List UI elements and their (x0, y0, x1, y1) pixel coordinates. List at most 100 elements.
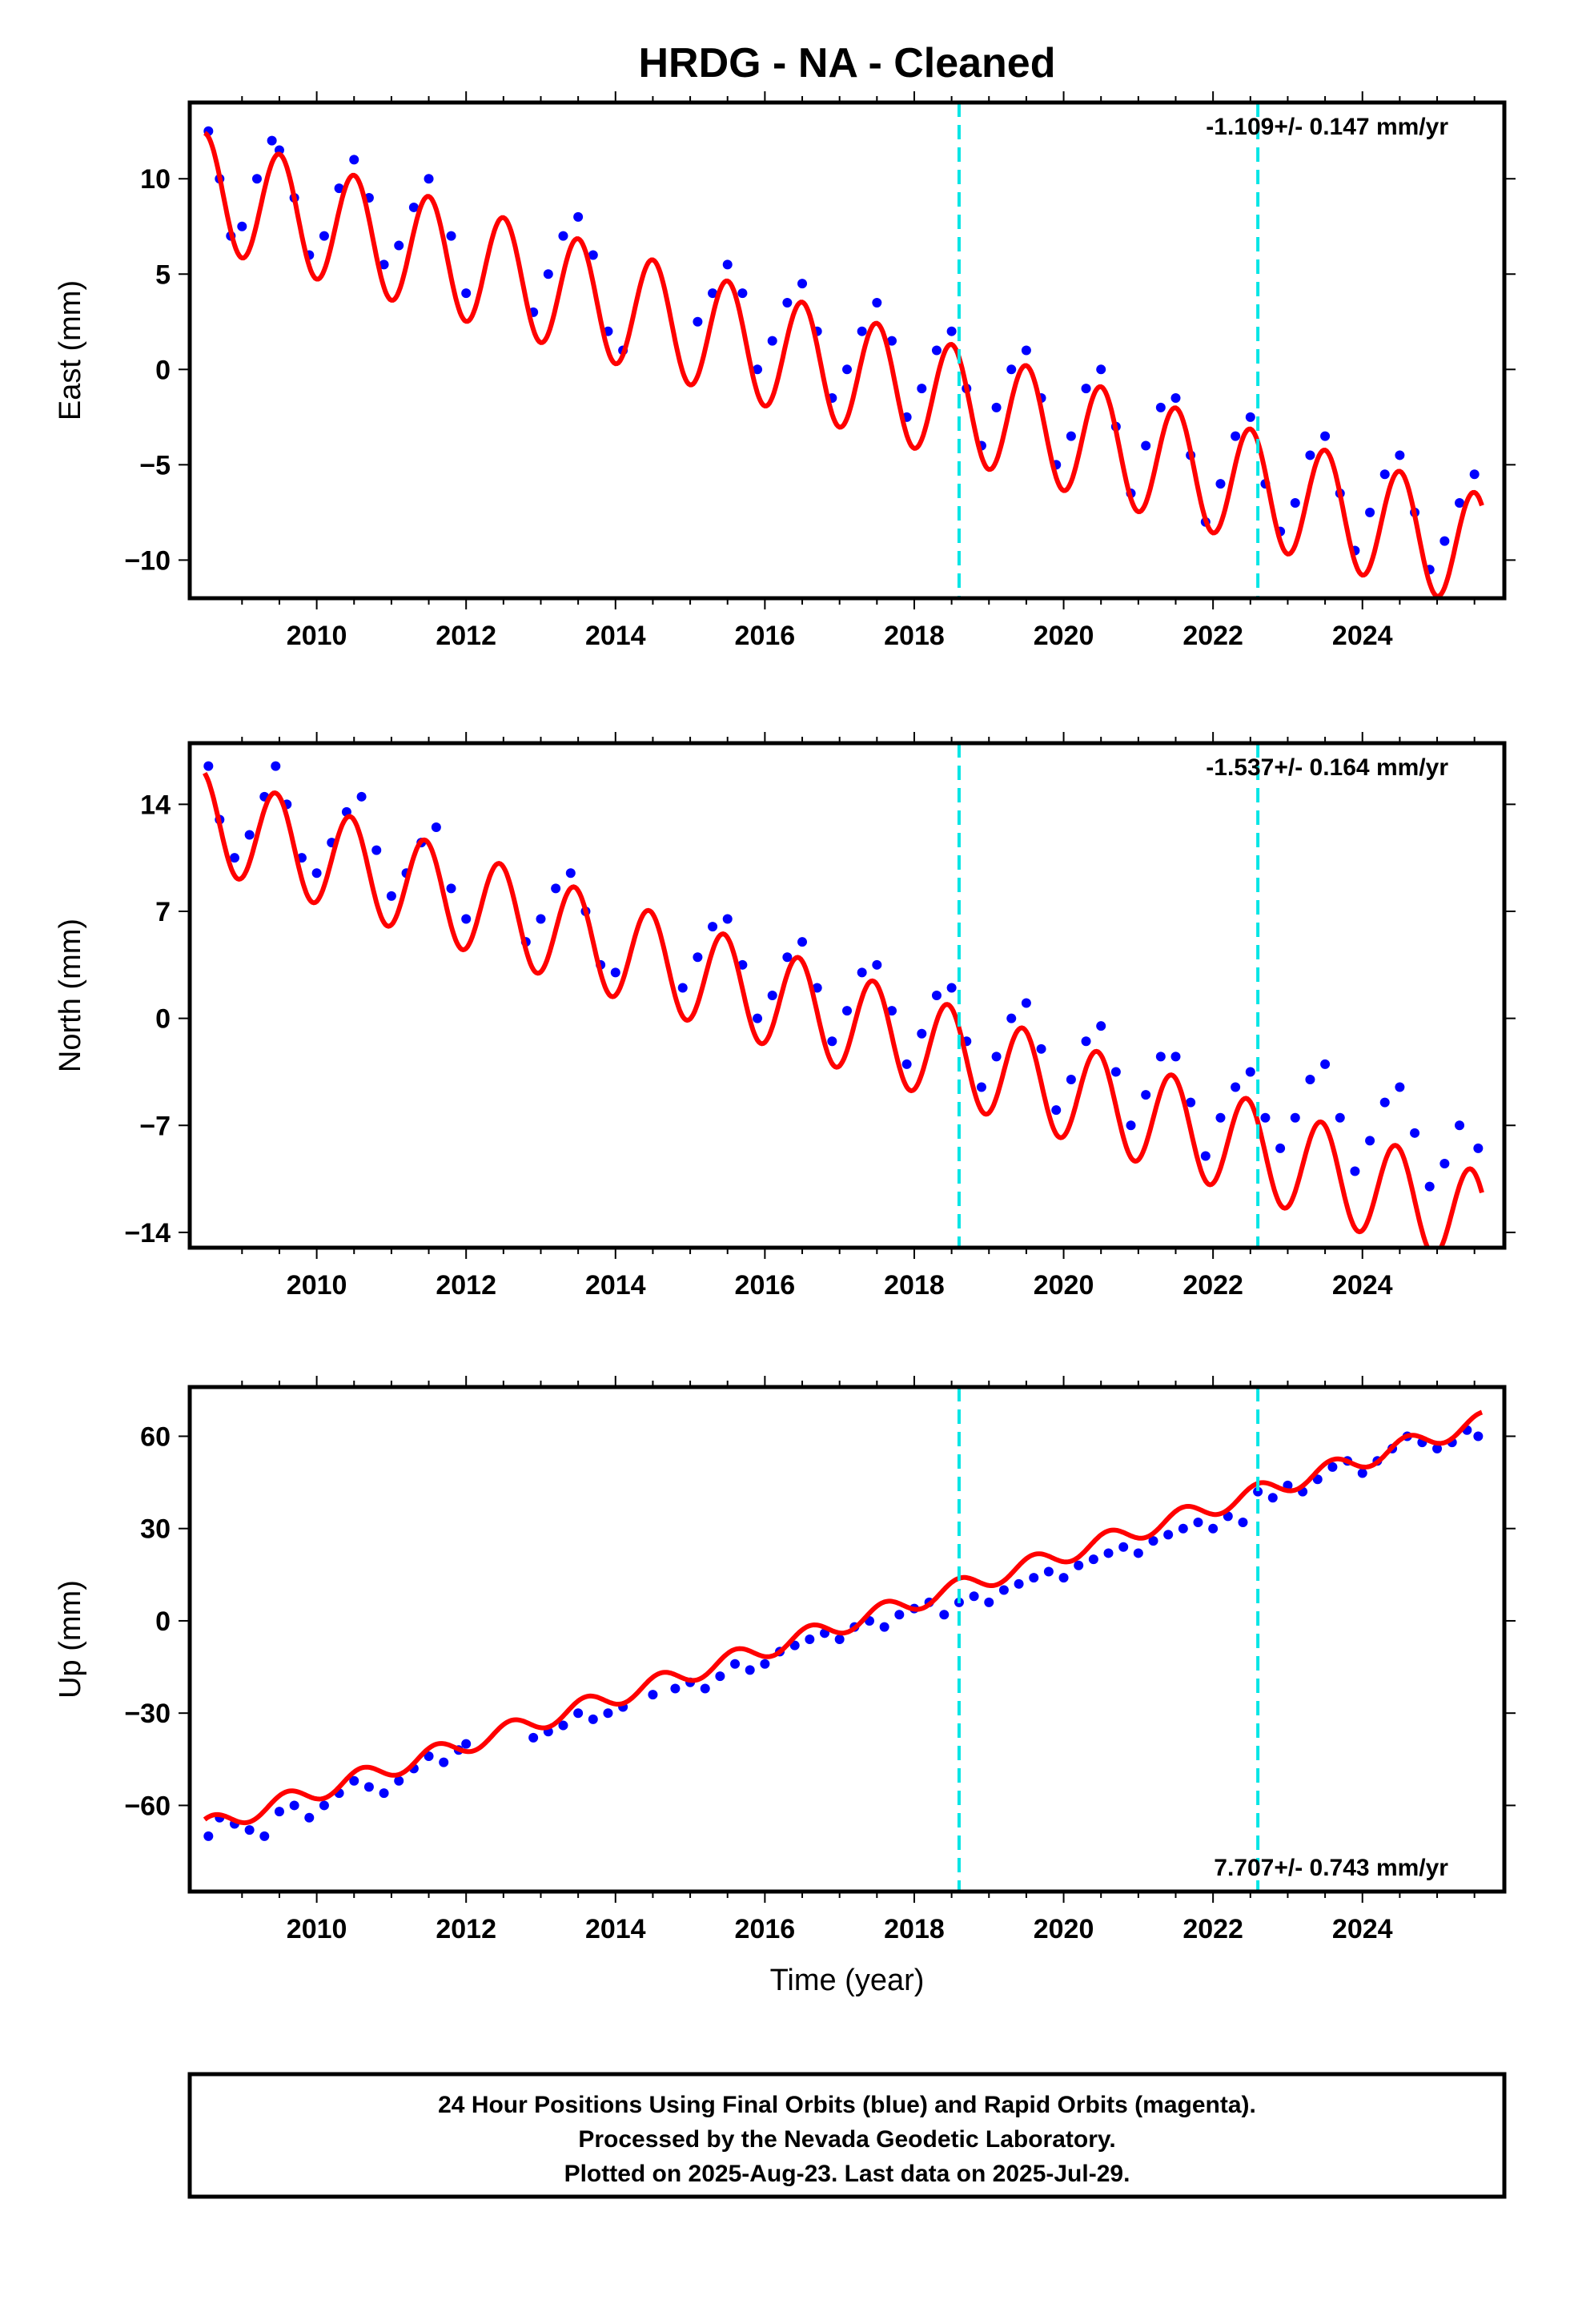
east-data-point (1096, 364, 1106, 375)
north-data-point (1320, 1059, 1331, 1069)
north-data-point (461, 914, 472, 924)
up-data-point (319, 1800, 329, 1811)
up-data-point (558, 1720, 568, 1731)
up-data-point (379, 1788, 389, 1799)
north-data-point (1110, 1067, 1121, 1077)
north-panel: 2010 2012 2014 2016 2018 2020 2022 2024 −14 −7 0 7 1… (54, 732, 1516, 1301)
up-data-point (424, 1751, 434, 1761)
north-data-point (203, 761, 214, 771)
east-ytick-label: −5 (139, 450, 171, 480)
up-data-point (1208, 1523, 1219, 1534)
north-xtick-label: 2024 (1332, 1270, 1393, 1301)
north-data-point (1379, 1097, 1390, 1108)
figure-title: HRDG - NA - Cleaned (639, 40, 1056, 86)
north-data-point (1305, 1075, 1315, 1084)
up-data-point (1327, 1462, 1338, 1472)
north-data-point (1275, 1143, 1286, 1153)
north-data-point (753, 1013, 763, 1023)
east-panel: 2010 2012 2014 2016 2018 2020 2022 2024 −10 −5 0 5 1… (54, 91, 1516, 651)
up-data-point (304, 1812, 315, 1823)
up-data-point (1133, 1548, 1143, 1558)
east-ytick-label: 10 (140, 164, 171, 195)
east-data-point (1439, 536, 1450, 546)
north-data-point (917, 1028, 927, 1039)
north-data-point (446, 883, 456, 894)
east-data-point (931, 345, 942, 356)
north-xtick-label: 2014 (585, 1270, 646, 1301)
up-data-point (805, 1634, 815, 1644)
up-rate-label: 7.707+/- 0.743 mm/yr (1214, 1855, 1448, 1881)
east-data-point (1305, 450, 1315, 460)
east-data-point (1469, 469, 1480, 480)
east-data-point (917, 384, 927, 394)
up-xtick-label: 2016 (735, 1914, 796, 1944)
north-data-point (1439, 1159, 1450, 1168)
north-ylabel: North (mm) (54, 919, 87, 1072)
up-plot-area (203, 1387, 1484, 1892)
north-data-point (1200, 1151, 1211, 1161)
east-data-point (1231, 431, 1241, 441)
east-data-point (394, 240, 404, 251)
north-rate-label: -1.537+/- 0.164 mm/yr (1206, 754, 1448, 781)
north-data-point (551, 883, 561, 894)
east-data-point (1066, 431, 1076, 441)
east-xtick-label: 2016 (735, 621, 796, 651)
north-data-point (1081, 1036, 1091, 1047)
up-ytick-label: 60 (140, 1421, 171, 1452)
up-ylabel: Up (mm) (54, 1580, 87, 1699)
up-data-point (1267, 1493, 1278, 1503)
east-data-point (1155, 402, 1166, 412)
up-data-point (760, 1659, 770, 1669)
up-data-point (700, 1683, 710, 1694)
east-xtick-label: 2012 (436, 621, 496, 651)
up-data-point (1148, 1536, 1158, 1546)
north-data-point (1021, 998, 1031, 1008)
east-data-point (857, 326, 867, 336)
north-data-point (1231, 1082, 1241, 1092)
up-data-point (394, 1775, 404, 1786)
north-data-point (827, 1036, 837, 1047)
east-data-point (424, 174, 434, 184)
up-data-point (1103, 1548, 1114, 1558)
east-data-point (842, 364, 852, 375)
up-xtick-label: 2024 (1332, 1914, 1393, 1944)
north-data-point (386, 891, 396, 901)
east-xtick-label: 2014 (585, 621, 646, 651)
up-data-point (1088, 1554, 1098, 1565)
east-xtick-label: 2024 (1332, 621, 1393, 651)
up-data-point (588, 1714, 598, 1724)
east-data-point (267, 135, 277, 146)
up-data-point (1473, 1431, 1484, 1441)
north-ytick-label: 0 (155, 1004, 171, 1035)
north-data-point (610, 967, 620, 978)
north-data-point (371, 845, 382, 855)
east-data-point (872, 297, 882, 308)
north-data-point (1141, 1090, 1151, 1100)
north-data-point (565, 868, 576, 879)
up-data-point (1432, 1443, 1443, 1454)
north-data-point (356, 791, 367, 802)
east-data-point (1245, 412, 1255, 422)
north-data-point (1215, 1112, 1226, 1123)
footer-line-2: Processed by the Nevada Geodetic Laborat… (578, 2126, 1115, 2153)
east-data-point (558, 231, 568, 241)
up-data-point (1043, 1566, 1054, 1577)
north-data-point (1096, 1021, 1106, 1031)
up-data-point (289, 1800, 299, 1811)
north-data-point (1260, 1112, 1271, 1123)
east-xtick-label: 2010 (287, 621, 347, 651)
east-data-point (251, 174, 262, 184)
east-xtick-label: 2020 (1034, 621, 1094, 651)
up-data-point (244, 1825, 255, 1835)
up-data-point (1178, 1523, 1188, 1534)
east-data-point (1365, 507, 1375, 517)
east-ytick-label: 0 (155, 355, 171, 385)
x-axis-label: Time (year) (770, 1964, 925, 1997)
north-data-point (1006, 1013, 1017, 1023)
up-xtick-label: 2010 (287, 1914, 347, 1944)
north-data-point (693, 952, 703, 963)
north-data-point (722, 914, 733, 924)
north-data-point (782, 952, 793, 963)
east-data-point (1455, 497, 1465, 508)
